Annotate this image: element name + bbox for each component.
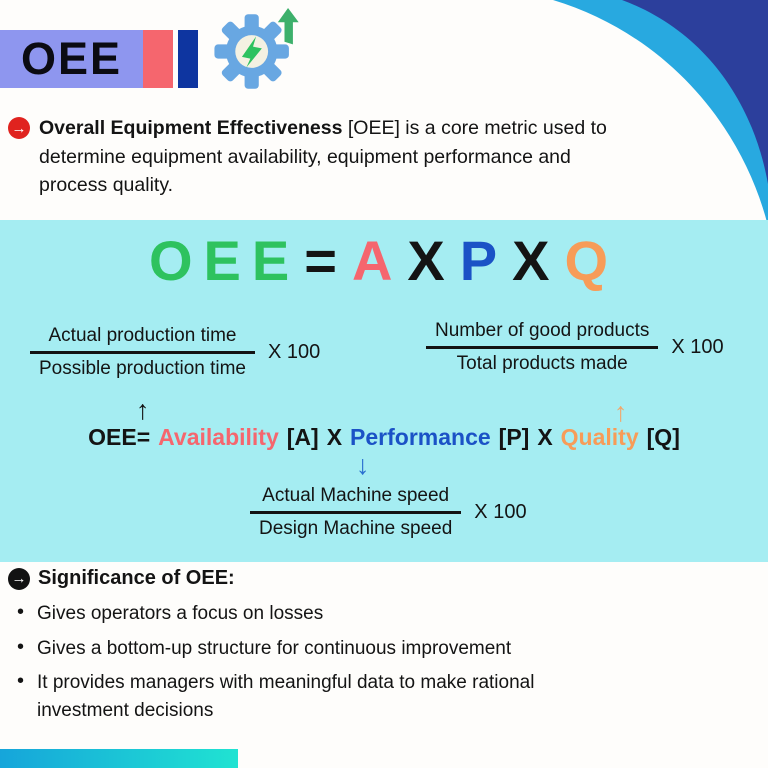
bottom-gradient-bar [0, 749, 238, 768]
performance-denominator: Design Machine speed [259, 517, 453, 539]
performance-fraction: Actual Machine speed Design Machine spee… [250, 484, 527, 541]
availability-multiplier: X 100 [268, 340, 321, 363]
performance-ratio: Actual Machine speed Design Machine spee… [250, 484, 462, 541]
page-title: OEE [20, 33, 123, 84]
list-item: Gives a bottom-up structure for continuo… [14, 634, 534, 663]
significance-heading: Significance of OEE: [38, 567, 235, 589]
title-block: OEE [0, 30, 143, 88]
growth-arrow-icon [277, 8, 299, 45]
quality-multiplier: X 100 [671, 335, 724, 358]
performance-numerator: Actual Machine speed [262, 485, 450, 506]
intro-text: Overall Equipment Effectiveness [OEE] is… [39, 114, 607, 200]
definition-token-oee: OEE= [88, 424, 151, 450]
oee-formula: OEE=AXPXQ [0, 228, 768, 293]
intro-bold-term: Overall Equipment Effectiveness [39, 117, 343, 139]
title-bar: OEE [0, 30, 198, 88]
fraction-bar [426, 346, 659, 349]
list-item: Gives operators a focus on losses [14, 599, 534, 628]
definition-token-x1: X [326, 424, 343, 450]
significance-list: Gives operators a focus on losses Gives … [14, 599, 534, 731]
formula-panel: OEE=AXPXQ Actual production time Possibl… [0, 220, 768, 562]
availability-fraction: Actual production time Possible producti… [30, 324, 320, 381]
definition-token-availability: Availability [158, 424, 279, 450]
oee-definition-line: OEE= Availability [A] X Performance [P] X Quali… [0, 424, 768, 451]
formula-token-oee: OEE [148, 229, 301, 292]
availability-denominator: Possible production time [39, 357, 246, 379]
gear-energy-icon [214, 8, 299, 89]
quality-denominator: Total products made [456, 352, 628, 374]
definition-token-quality: Quality [560, 424, 639, 450]
red-arrow-bullet-icon: → [8, 117, 30, 139]
performance-down-arrow-icon: ↓ [356, 450, 370, 480]
definition-token-p: [P] [498, 424, 530, 450]
formula-token-a: A [351, 229, 404, 292]
quality-fraction: Number of good products Total products m… [426, 319, 724, 376]
availability-ratio: Actual production time Possible producti… [30, 324, 255, 381]
coral-accent-bar [143, 30, 173, 88]
lightning-bolt-icon [241, 36, 262, 68]
quality-ratio: Number of good products Total products m… [426, 319, 659, 376]
definition-token-performance: Performance [350, 424, 491, 450]
formula-token-equals: = [304, 229, 348, 292]
definition-token-x2: X [537, 424, 553, 450]
quality-up-arrow-icon: ↑ [614, 397, 628, 427]
list-item: It provides managers with meaningful dat… [14, 668, 534, 724]
fraction-bar [30, 351, 255, 354]
intro-rest: [OEE] is a core metric used to determine… [39, 117, 607, 196]
performance-multiplier: X 100 [474, 500, 527, 523]
formula-token-p: P [459, 229, 509, 292]
intro-section: → Overall Equipment Effectiveness [OEE] … [8, 114, 698, 200]
significance-header: → Significance of OEE: [8, 567, 235, 590]
availability-numerator: Actual production time [48, 325, 237, 346]
quality-numerator: Number of good products [435, 320, 650, 341]
definition-token-a: [A] [286, 424, 319, 450]
formula-token-x1: X [407, 229, 456, 292]
fraction-bar [250, 511, 462, 514]
definition-token-q: [Q] [646, 424, 680, 450]
formula-token-x2: X [512, 229, 561, 292]
availability-up-arrow-icon: ↑ [136, 395, 150, 425]
formula-token-q: Q [564, 229, 620, 292]
black-arrow-bullet-icon: → [8, 567, 30, 590]
navy-accent-bar [178, 30, 198, 88]
